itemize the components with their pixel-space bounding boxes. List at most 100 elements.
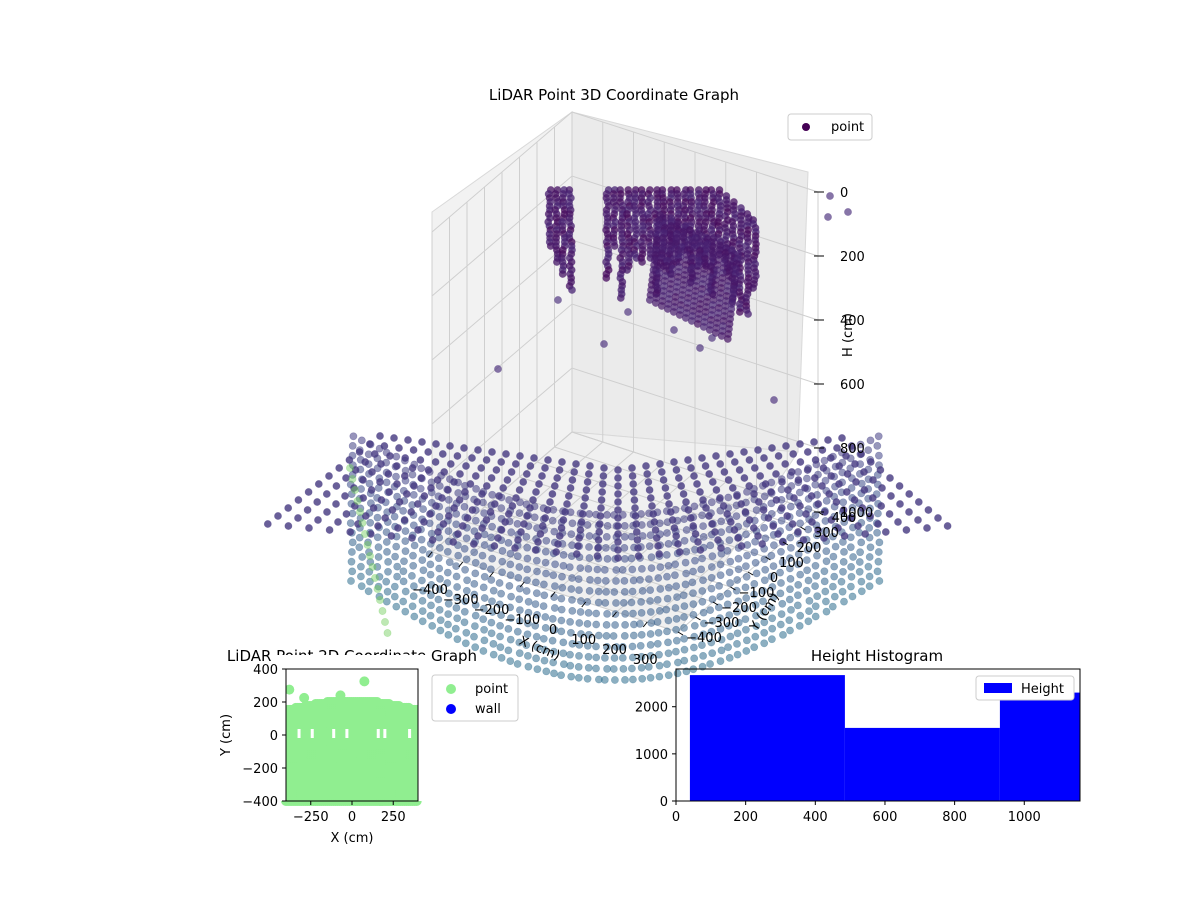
- scatter-3d-point: [400, 472, 409, 480]
- scatter-3d-point: [644, 478, 653, 486]
- scatter-3d-point: [787, 544, 795, 552]
- scatter-3d-point: [594, 631, 603, 640]
- scatter-3d-point: [885, 510, 894, 518]
- scatter-3d-point: [734, 534, 742, 542]
- scatter-3d-point: [574, 663, 583, 671]
- scatter-3d-point: [400, 557, 408, 566]
- scatter-3d-point: [522, 641, 531, 649]
- scatter-3d-point: [646, 586, 655, 594]
- scatter-3d-point: [515, 563, 524, 571]
- scatter-3d-point: [760, 523, 768, 532]
- scatter-3d-point: [905, 490, 914, 498]
- scatter-3d-point: [514, 536, 522, 544]
- scatter-3d-point: [488, 490, 497, 499]
- scatter-3d-point: [577, 597, 585, 605]
- scatter-3d-point: [768, 624, 777, 633]
- scatter-3d-point: [743, 551, 751, 560]
- scatter-3d-point: [489, 650, 498, 659]
- scatter-3d-point: [480, 594, 489, 602]
- scatter-3d-point: [541, 613, 550, 621]
- scatter-3d-point: [567, 530, 576, 539]
- scatter-3d-point: [865, 582, 874, 591]
- scatter-3d-point: [664, 540, 673, 548]
- scatter-3d-point: [886, 474, 894, 482]
- scatter-3d-point: [690, 472, 698, 480]
- scatter-3d-point: [540, 580, 548, 589]
- scatter-3d-point: [515, 649, 524, 658]
- scatter-3d-point: [487, 618, 496, 627]
- scatter-3d-point: [304, 488, 313, 496]
- scatter-3d-point: [768, 444, 776, 452]
- scatter-3d-point: [776, 589, 785, 598]
- scatter-3d-point: [392, 542, 401, 551]
- scatter-3d-point: [369, 504, 378, 512]
- scatter-3d-point: [711, 329, 720, 337]
- scatter-3d-point: [638, 587, 647, 595]
- scatter-3d-point: [356, 572, 365, 581]
- legend-3d: point: [787, 113, 873, 141]
- scatter-3d-point: [690, 502, 699, 511]
- scatter-3d-point: [814, 526, 822, 534]
- scatter-3d-point: [602, 588, 610, 596]
- scatter-3d-point: [796, 570, 805, 579]
- scatter-3d-point: [592, 620, 601, 629]
- scatter-3d-point: [629, 576, 638, 585]
- scatter-3d-point: [638, 674, 647, 683]
- scatter-3d-point: [453, 583, 461, 591]
- scatter-3d-point: [486, 565, 495, 574]
- scatter-3d-point: [533, 567, 541, 576]
- scatter-3d-point: [786, 564, 794, 573]
- scatter-3d-point: [723, 547, 732, 555]
- scatter-3d-point: [680, 634, 688, 643]
- scatter-3d-point: [559, 561, 568, 570]
- scatter-3d-point: [482, 482, 491, 490]
- scatter-3d-point: [708, 552, 717, 561]
- scatter-3d-point: [408, 534, 416, 542]
- scatter-3d-point: [741, 583, 750, 592]
- scatter-3d-point: [598, 488, 607, 496]
- scatter-3d-point: [750, 490, 758, 498]
- scatter-3d-point: [305, 524, 313, 532]
- scatter-3d-point: [857, 587, 866, 596]
- plot-2d: LiDAR Point 2D Coordinate Graph −2500250…: [219, 647, 519, 846]
- scatter-3d-point: [482, 456, 491, 464]
- scatter-3d-point: [796, 519, 804, 528]
- scatter-3d-point: [724, 493, 733, 502]
- scatter-3d-point: [654, 542, 662, 550]
- scatter-3d-point: [366, 518, 375, 527]
- scatter-3d-point: [461, 565, 469, 574]
- scatter-3d-point: [725, 654, 734, 662]
- scatter-3d-point: [832, 498, 841, 506]
- scatter-3d-point: [656, 585, 665, 593]
- scatter-3d-point: [438, 450, 447, 458]
- scatter-3d-point: [603, 610, 611, 618]
- scatter-3d-point: [361, 512, 370, 520]
- scatter-3d-point: [416, 484, 425, 493]
- scatter-3d-point: [777, 547, 785, 556]
- scatter-3d-point: [650, 518, 659, 526]
- scatter-3d-point: [376, 478, 384, 486]
- scatter-3d-point: [489, 640, 498, 648]
- scatter-3d-point: [347, 557, 356, 566]
- scatter-3d-point: [790, 494, 798, 502]
- scatter-3d-point: [506, 560, 515, 569]
- scatter-3d-point: [699, 323, 708, 331]
- scatter-3d-point: [856, 440, 865, 449]
- legend-3d-marker: [802, 123, 810, 131]
- scatter-3d-point: [716, 494, 724, 502]
- legend-3d-box: [787, 113, 873, 141]
- scatter-3d-point: [550, 669, 558, 678]
- scatter-3d-point: [424, 448, 433, 456]
- scatter-3d-point: [453, 593, 461, 602]
- scatter-3d-point: [399, 577, 408, 586]
- scatter-3d-point: [689, 600, 698, 608]
- scatter-3d-point: [501, 518, 510, 526]
- scatter-3d-point: [444, 610, 453, 618]
- scatter-3d-point: [633, 536, 642, 544]
- scatter-3d-point: [350, 502, 359, 510]
- scatter-3d-point: [855, 567, 864, 576]
- scatter-3d-point: [365, 577, 374, 586]
- scatter-3d-point: [462, 628, 471, 637]
- scatter-3d-point: [707, 573, 716, 582]
- scatter-3d-point: [668, 516, 677, 524]
